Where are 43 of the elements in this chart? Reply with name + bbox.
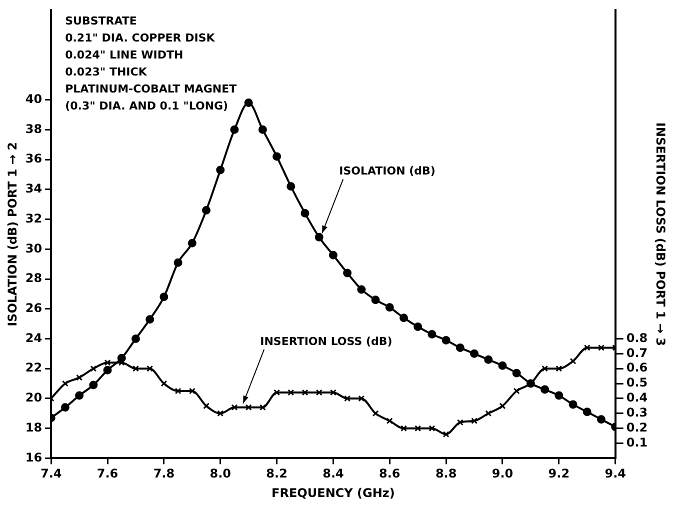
y-tick-label: 30 [25, 241, 42, 256]
y2-tick-label: 0.8 [626, 330, 648, 345]
annotation: ISOLATION (dB) [339, 164, 436, 178]
annotation: SUBSTRATE [65, 14, 137, 28]
x-tick-label: 7.4 [40, 466, 62, 481]
annotation: INSERTION LOSS (dB) [260, 334, 392, 348]
annotation: PLATINUM-COBALT MAGNET [65, 82, 238, 96]
x-tick-label: 8.8 [435, 466, 457, 481]
y-tick-label: 24 [25, 330, 42, 345]
y-tick-label: 26 [25, 300, 42, 315]
x-tick-label: 7.8 [153, 466, 175, 481]
x-axis-title: FREQUENCY (GHz) [272, 486, 395, 500]
y2-tick-label: 0.5 [626, 376, 648, 390]
y-tick-label: 16 [25, 450, 42, 464]
x-tick-label: 7.6 [96, 466, 118, 481]
y-tick-label: 32 [25, 211, 42, 226]
x-tick-label: 8.0 [210, 466, 232, 481]
x-tick-label: 8.2 [266, 466, 288, 481]
annotation: 0.023" THICK [65, 66, 148, 79]
y2-tick-label: 0.4 [626, 390, 648, 405]
x-tick-label: 8.4 [322, 466, 344, 481]
y-axis-title: ISOLATION (dB) PORT 1 → 2 [5, 142, 20, 326]
y-tick-label: 36 [25, 152, 42, 166]
y-tick-label: 34 [25, 182, 42, 196]
y2-tick-label: 0.6 [626, 360, 648, 375]
y-tick-label: 22 [25, 360, 42, 375]
y2-tick-label: 0.3 [626, 406, 648, 420]
y2-tick-label: 0.7 [626, 346, 648, 360]
y-tick-label: 20 [25, 390, 42, 405]
annotation: (0.3" DIA. AND 0.1 "LONG) [65, 100, 228, 113]
y2-tick-label: 0.1 [626, 435, 648, 450]
y-tick-label: 28 [25, 271, 42, 286]
x-tick-label: 9.4 [604, 466, 626, 481]
annotation: 0.21" DIA. COPPER DISK [65, 32, 216, 45]
y-tick-label: 38 [25, 122, 42, 136]
y2-axis-title: INSERTION LOSS (dB) PORT 1 → 3 [654, 122, 668, 346]
annotation: 0.024" LINE WIDTH [65, 48, 184, 62]
y2-tick-label: 0.2 [626, 420, 648, 434]
x-tick-label: 9.0 [492, 466, 514, 481]
y-tick-label: 40 [25, 92, 42, 106]
y-tick-label: 18 [25, 420, 42, 434]
x-tick-label: 8.6 [379, 466, 400, 481]
x-tick-label: 9.2 [548, 466, 570, 481]
